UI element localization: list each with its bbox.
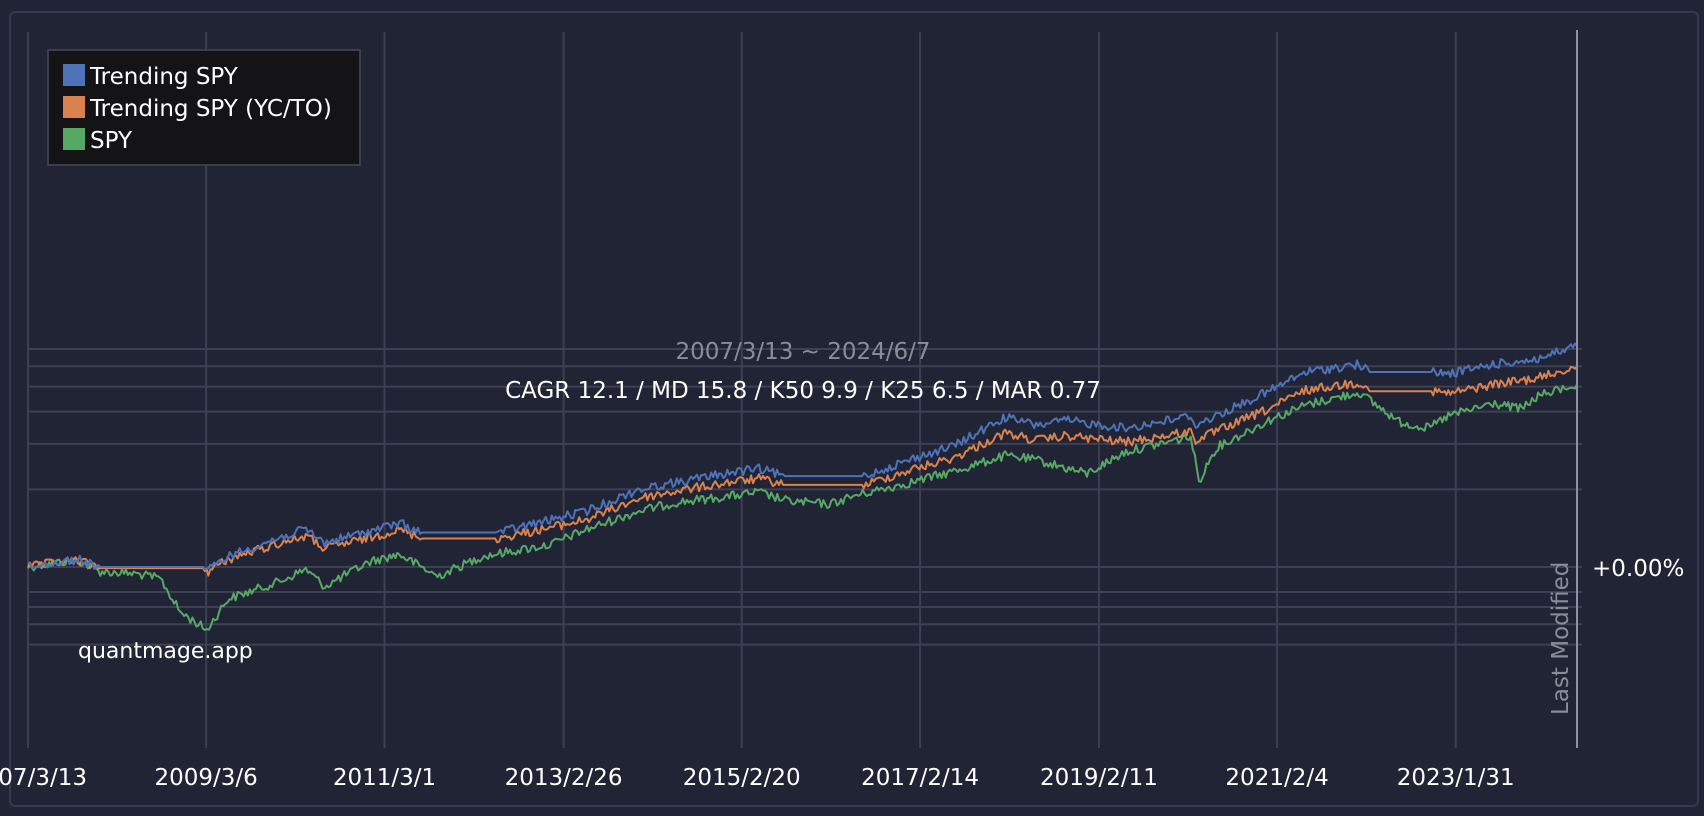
- x-tick-label: 2007/3/13: [0, 765, 87, 791]
- legend-swatch: [63, 64, 85, 86]
- grid: [27, 32, 1582, 748]
- x-tick-label: 2021/2/4: [1225, 765, 1328, 791]
- legend-label: SPY: [90, 128, 133, 154]
- legend-label: Trending SPY (YC/TO): [89, 96, 332, 122]
- stats-label: CAGR 12.1 / MD 15.8 / K50 9.9 / K25 6.5 …: [505, 378, 1101, 404]
- x-tick-label: 2009/3/6: [154, 765, 257, 791]
- x-tick-label: 2015/2/20: [683, 765, 801, 791]
- y-tick-label: +0.00%: [1592, 556, 1684, 582]
- x-tick-label: 2017/2/14: [861, 765, 979, 791]
- x-tick-label: 2011/3/1: [333, 765, 436, 791]
- x-tick-label: 2013/2/26: [505, 765, 623, 791]
- legend-swatch: [63, 128, 85, 150]
- x-axis-ticks: 2007/3/13 2009/3/6 2011/3/1 2013/2/26 2015/2…: [0, 765, 1515, 791]
- x-tick-label: 2023/1/31: [1397, 765, 1515, 791]
- x-tick-label: 2019/2/11: [1040, 765, 1158, 791]
- last-modified-label: Last Modified: [1548, 562, 1574, 715]
- watermark: quantmage.app: [78, 639, 253, 664]
- legend-swatch: [63, 96, 85, 118]
- range-label: 2007/3/13 ~ 2024/6/7: [675, 339, 930, 365]
- series-line: [27, 383, 1578, 631]
- legend-label: Trending SPY: [89, 64, 239, 90]
- series-line: [27, 342, 1578, 571]
- series-lines: [27, 342, 1578, 631]
- legend: Trending SPY Trending SPY (YC/TO) SPY: [47, 49, 361, 166]
